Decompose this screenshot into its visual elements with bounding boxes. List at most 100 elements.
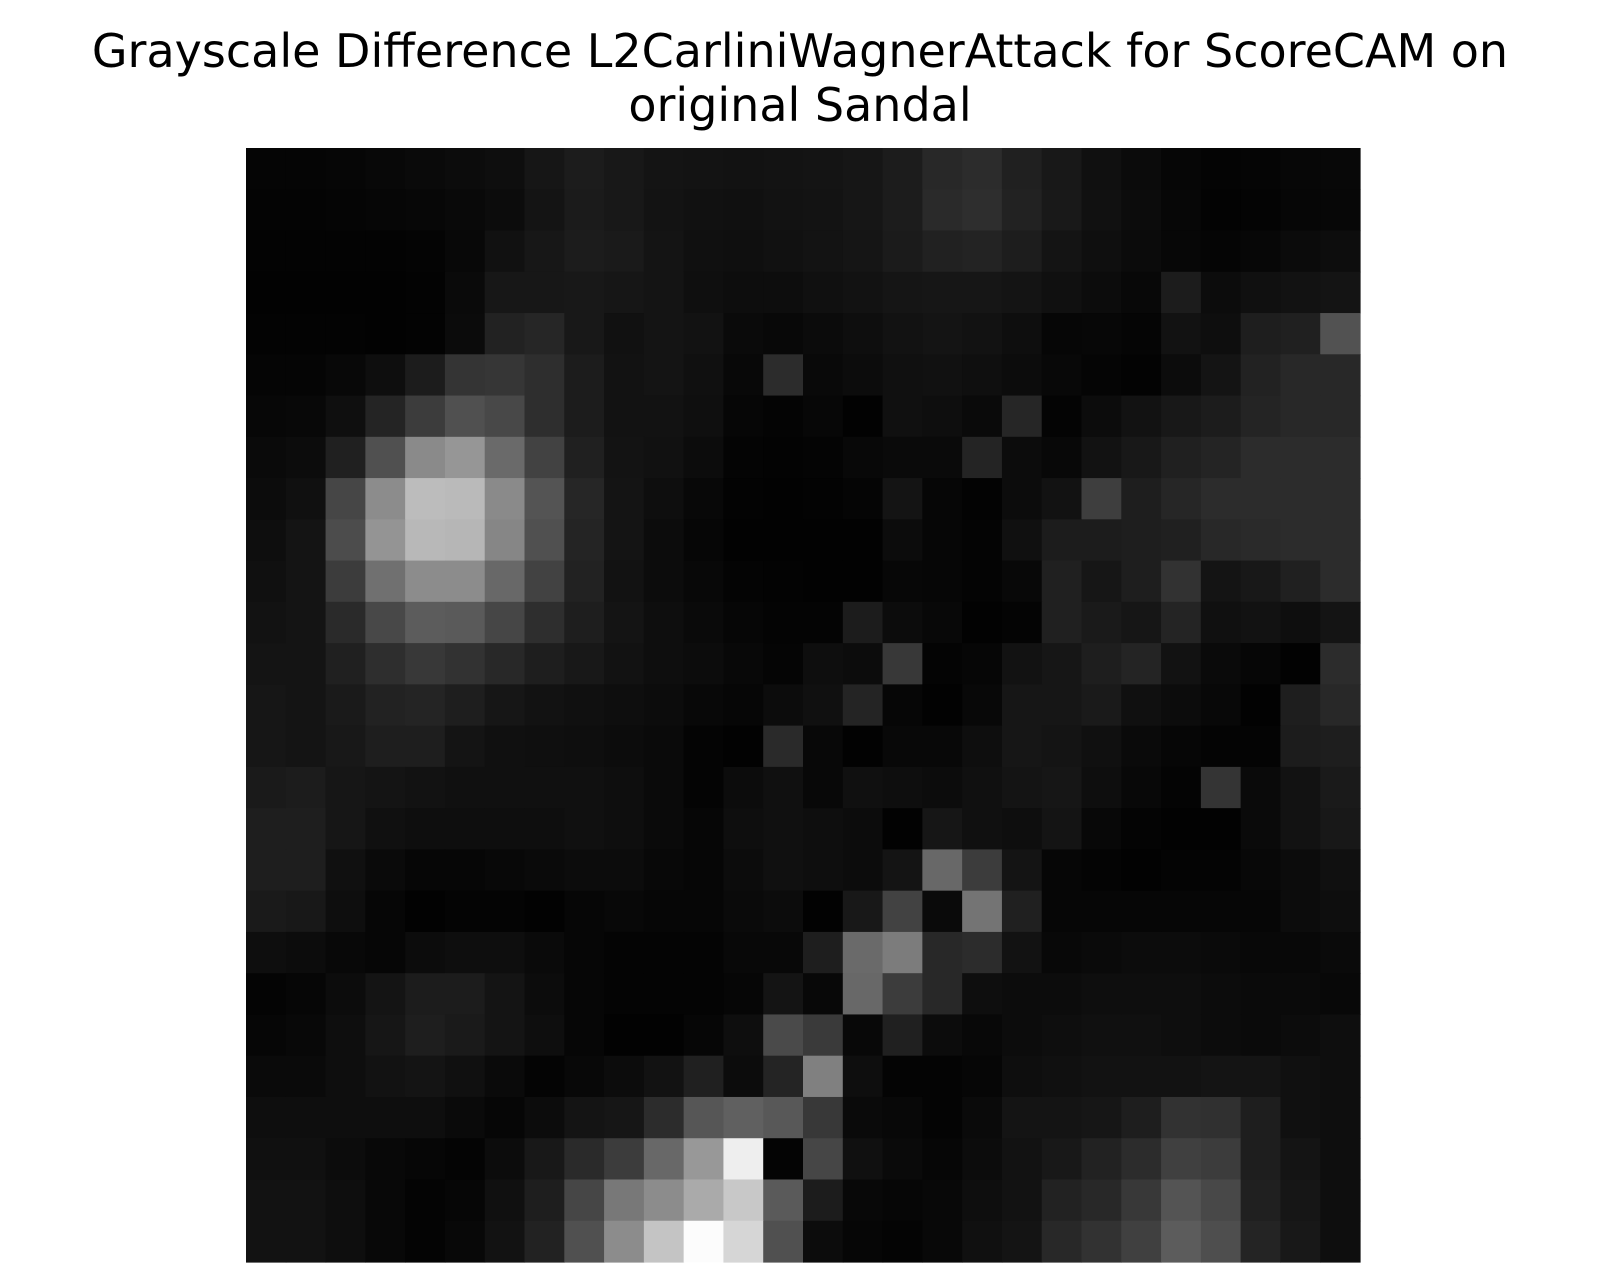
heatmap-cell (564, 395, 605, 438)
heatmap-cell (405, 1220, 446, 1263)
heatmap-cell (524, 1179, 565, 1222)
heatmap-cell (683, 1179, 725, 1222)
heatmap-cell (1081, 519, 1122, 562)
heatmap-cells (246, 148, 1361, 1263)
heatmap-cell (1081, 849, 1122, 892)
heatmap-cell (405, 436, 446, 479)
heatmap-cell (1280, 1055, 1321, 1098)
heatmap-cell (1200, 725, 1242, 768)
heatmap-cell (365, 271, 406, 314)
heatmap-cell (803, 1220, 844, 1263)
heatmap-cell (763, 560, 804, 603)
heatmap-cell (683, 148, 725, 190)
heatmap-cell (604, 313, 645, 355)
heatmap-cell (1001, 643, 1043, 685)
heatmap-cell (962, 519, 1003, 562)
chart-title: Grayscale Difference L2CarliniWagnerAtta… (0, 24, 1600, 132)
heatmap-cell (643, 478, 685, 520)
heatmap-cell (325, 148, 366, 190)
heatmap-cell (723, 808, 764, 851)
heatmap-cell (604, 808, 645, 851)
heatmap-cell (882, 230, 923, 273)
heatmap-cell (1161, 849, 1202, 892)
heatmap-cell (723, 1220, 764, 1263)
heatmap-cell (1240, 931, 1282, 974)
heatmap-cell (882, 890, 923, 933)
heatmap-cell (643, 808, 685, 851)
heatmap-cell (723, 684, 764, 727)
heatmap-cell (604, 1220, 645, 1263)
heatmap-cell (1001, 601, 1043, 644)
heatmap-cell (1161, 808, 1202, 851)
heatmap-cell (444, 148, 486, 190)
heatmap-cell (1041, 478, 1083, 520)
heatmap-cell (285, 849, 327, 892)
heatmap-cell (763, 684, 804, 727)
heatmap-cell (683, 189, 725, 232)
heatmap-cell (1041, 643, 1083, 685)
heatmap-cell (604, 725, 645, 768)
heatmap-cell (1320, 354, 1361, 397)
heatmap-cell (803, 478, 844, 520)
heatmap-cell (365, 436, 406, 479)
heatmap-cell (1081, 354, 1122, 397)
heatmap-cell (683, 973, 725, 1016)
heatmap-cell (604, 931, 645, 974)
heatmap-cell (723, 849, 764, 892)
heatmap-cell (1240, 973, 1282, 1016)
heatmap-cell (325, 849, 366, 892)
heatmap-cell (1041, 808, 1083, 851)
heatmap-cell (325, 560, 366, 603)
heatmap-cell (842, 560, 884, 603)
heatmap-cell (325, 189, 366, 232)
heatmap-cell (723, 1179, 764, 1222)
heatmap-cell (604, 478, 645, 520)
heatmap-cell (564, 1179, 605, 1222)
heatmap-cell (723, 643, 764, 685)
heatmap-cell (1280, 1096, 1321, 1139)
heatmap-cell (246, 1055, 287, 1098)
heatmap-cell (1200, 601, 1242, 644)
heatmap-cell (1320, 436, 1361, 479)
heatmap-cell (1280, 1220, 1321, 1263)
heatmap-cell (1121, 601, 1162, 644)
heatmap-cell (1081, 313, 1122, 355)
heatmap-cell (484, 395, 526, 438)
heatmap-cell (444, 931, 486, 974)
heatmap-cell (643, 148, 685, 190)
heatmap-cell (1081, 395, 1122, 438)
heatmap-cell (803, 271, 844, 314)
heatmap-cell (1161, 395, 1202, 438)
heatmap-cell (365, 478, 406, 520)
heatmap-cell (246, 313, 287, 355)
heatmap-cell (683, 1014, 725, 1057)
heatmap-cell (1280, 395, 1321, 438)
heatmap-cell (1320, 766, 1361, 809)
heatmap-cell (962, 1096, 1003, 1139)
heatmap-cell (325, 931, 366, 974)
heatmap-cell (1041, 890, 1083, 933)
heatmap-cell (1240, 354, 1282, 397)
heatmap-cell (405, 354, 446, 397)
heatmap-cell (1280, 684, 1321, 727)
heatmap-cell (1240, 230, 1282, 273)
heatmap-cell (643, 1096, 685, 1139)
heatmap-cell (604, 354, 645, 397)
heatmap-cell (1240, 395, 1282, 438)
heatmap-cell (1081, 436, 1122, 479)
heatmap-cell (325, 436, 366, 479)
heatmap-cell (604, 601, 645, 644)
heatmap-cell (922, 725, 963, 768)
heatmap-cell (1121, 395, 1162, 438)
heatmap-cell (882, 808, 923, 851)
heatmap-cell (365, 725, 406, 768)
heatmap-cell (285, 313, 327, 355)
heatmap-cell (1320, 973, 1361, 1016)
heatmap-cell (444, 643, 486, 685)
heatmap-cell (643, 313, 685, 355)
heatmap-cell (1280, 313, 1321, 355)
heatmap-cell (1280, 436, 1321, 479)
heatmap-cell (484, 808, 526, 851)
heatmap-cell (246, 643, 287, 685)
heatmap-cell (246, 230, 287, 273)
